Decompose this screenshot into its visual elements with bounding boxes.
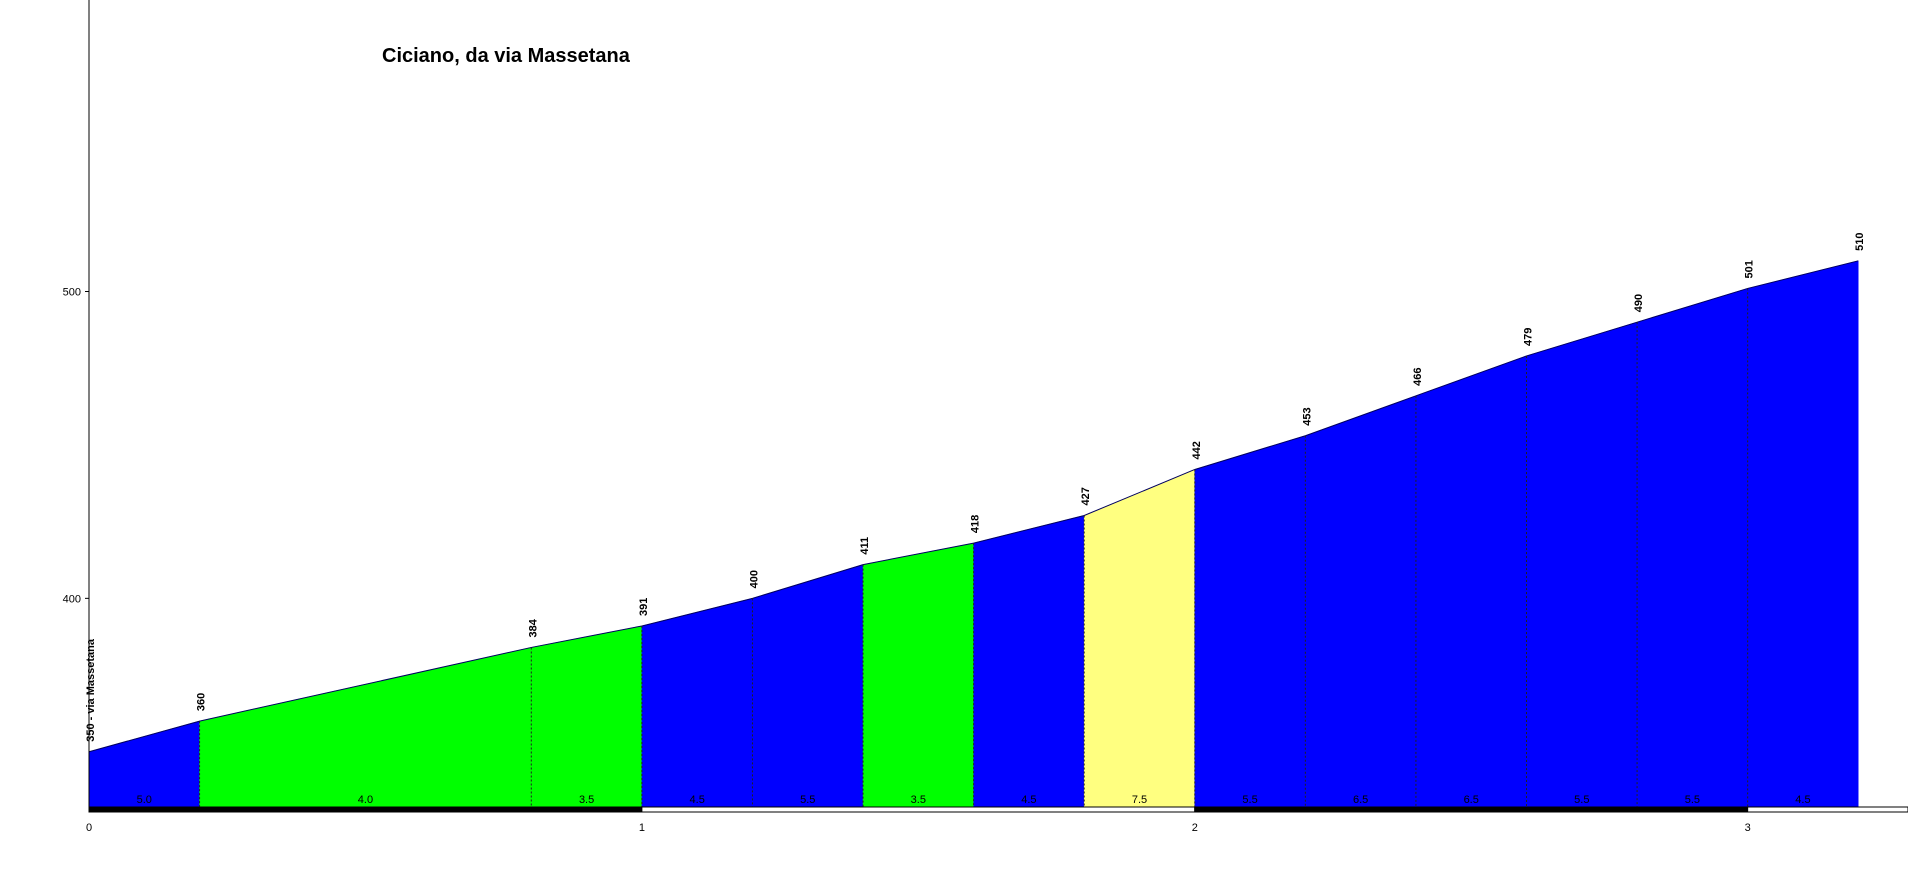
gradient-label: 5.5 [1574, 794, 1589, 806]
point-label: 411 [859, 537, 871, 555]
gradient-label: 7.5 [1132, 794, 1147, 806]
gradient-label: 6.5 [1353, 794, 1368, 806]
profile-segment [531, 625, 643, 808]
point-label: 391 [638, 598, 650, 616]
profile-line [88, 260, 1859, 753]
gradient-label: 3.5 [911, 794, 926, 806]
profile-segment [1636, 288, 1748, 808]
gradient-label: 5.0 [137, 794, 152, 806]
point-label: 360 [196, 693, 208, 711]
point-label: 418 [970, 515, 982, 533]
point-label: 479 [1523, 328, 1535, 346]
chart-title: Ciciano, da via Massetana [382, 45, 631, 67]
km-bar [1194, 806, 1749, 813]
profile-segment [1305, 395, 1417, 808]
point-label: 510 [1854, 232, 1866, 250]
point-label: 453 [1301, 407, 1313, 425]
point-label: 384 [527, 618, 539, 637]
point-label: 350 - via Massetana [85, 638, 97, 742]
gradient-label: 5.5 [1242, 794, 1257, 806]
profile-segment [1526, 321, 1638, 808]
profile-segment [973, 515, 1085, 808]
x-tick-label: 0 [86, 822, 92, 834]
point-label: 501 [1744, 260, 1756, 278]
gradient-label: 3.5 [579, 794, 594, 806]
point-label: 490 [1633, 294, 1645, 312]
km-bar [641, 806, 1196, 813]
profile-segment [1083, 469, 1196, 808]
profile-segment [1415, 355, 1527, 808]
profile-segment [1194, 435, 1306, 808]
gradient-label: 5.5 [1685, 794, 1700, 806]
point-label: 427 [1080, 487, 1092, 505]
point-label: 466 [1412, 367, 1424, 385]
profile-segment [641, 598, 753, 808]
km-bar [1747, 806, 1908, 813]
profile-segment [862, 542, 974, 808]
y-tick-label: 400 [63, 593, 81, 605]
profile-segment [199, 647, 532, 808]
x-tick-label: 1 [639, 822, 645, 834]
point-label: 400 [748, 570, 760, 588]
profile-segment [752, 564, 864, 808]
y-tick-label: 500 [63, 287, 81, 299]
point-label: 442 [1191, 441, 1203, 459]
gradient-label: 4.5 [690, 794, 705, 806]
x-tick-label: 3 [1745, 822, 1751, 834]
x-tick-label: 2 [1192, 822, 1198, 834]
profile-segment [1747, 260, 1859, 808]
gradient-label: 6.5 [1464, 794, 1479, 806]
km-bar [88, 806, 643, 813]
gradient-label: 4.5 [1795, 794, 1810, 806]
gradient-label: 4.5 [1021, 794, 1036, 806]
gradient-label: 5.5 [800, 794, 815, 806]
gradient-label: 4.0 [358, 794, 373, 806]
